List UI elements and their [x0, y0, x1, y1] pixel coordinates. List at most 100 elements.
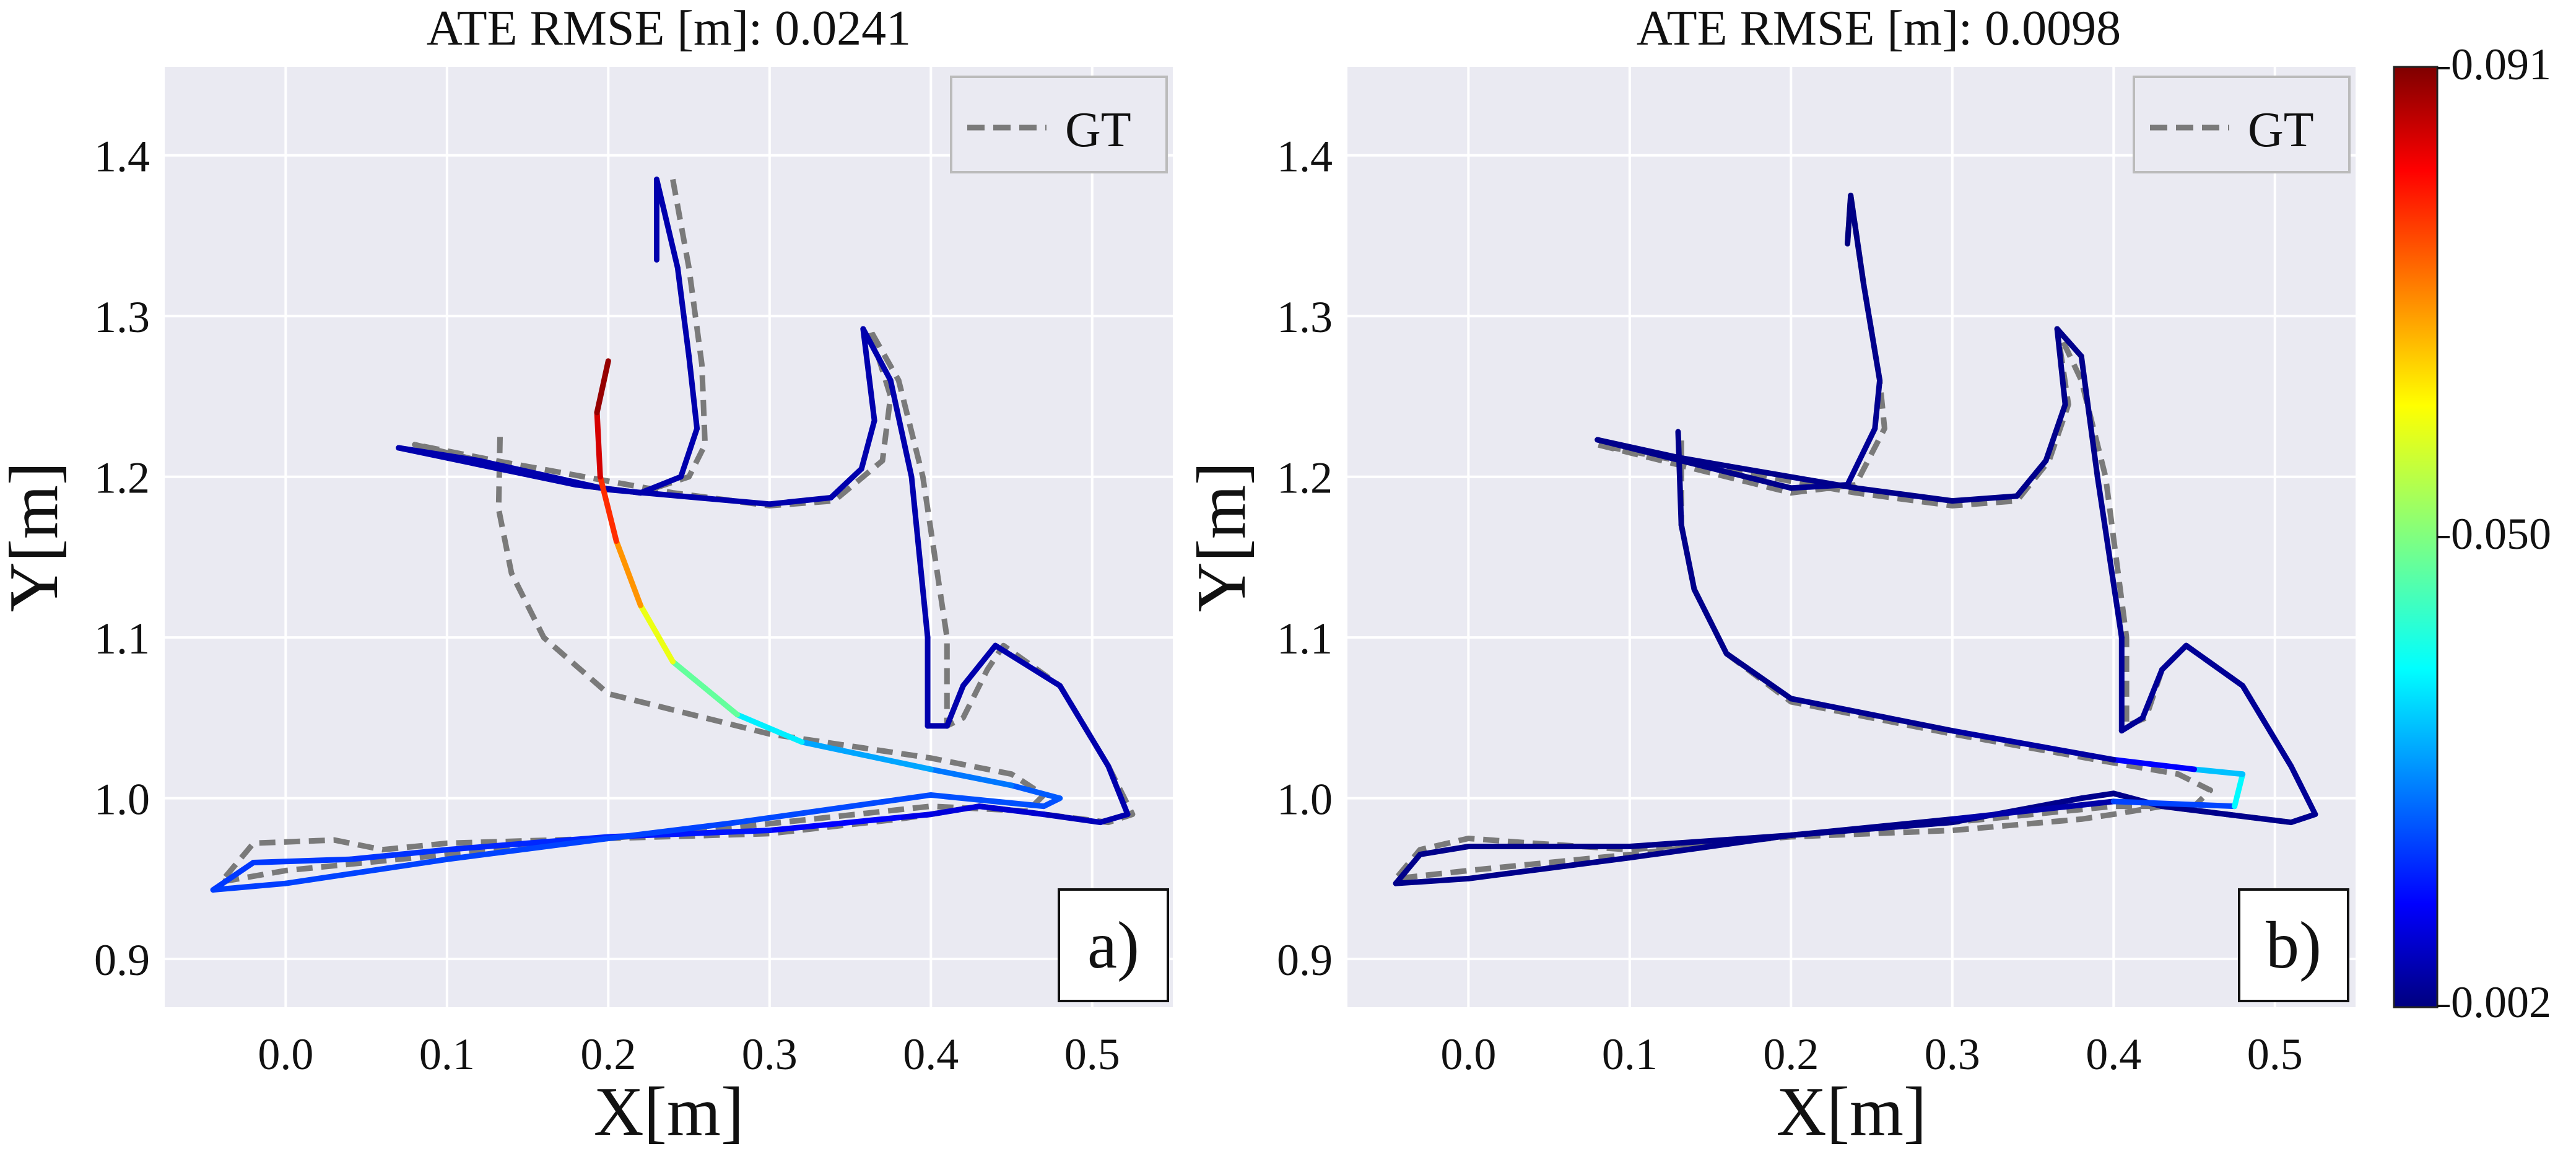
- est-trajectory-segment: [210, 880, 289, 893]
- colorbar-tick-mid: 0.050: [2451, 509, 2551, 559]
- colorbar-tick-top: 0.091: [2451, 40, 2551, 89]
- est-trajectory-segment: [1853, 485, 1956, 504]
- y-axis-label-b: Y[m]: [1183, 462, 1260, 613]
- est-trajectory-segment: [928, 803, 982, 818]
- est-trajectory-segment: [960, 642, 998, 689]
- est-trajectory-segment: [1691, 586, 1730, 657]
- panel-a-title: ATE RMSE [m]: 0.0241: [427, 1, 911, 56]
- est-trajectory-segment: [637, 474, 684, 496]
- est-trajectory-segment: [895, 811, 934, 821]
- y-tick-label: 1.0: [94, 775, 150, 824]
- panel-b: ATE RMSE [m]: 0.0098 0.0 0.1 0.2 0.3 0.4 0.5 …: [1183, 1, 2356, 1150]
- est-trajectory-segment: [976, 803, 1047, 818]
- x-axis-label-b: X[m]: [1777, 1073, 1927, 1150]
- est-trajectory-segment: [1848, 193, 1867, 287]
- est-trajectory-segment: [476, 458, 611, 492]
- y-axis-label-a: Y[m]: [0, 462, 72, 613]
- est-trajectory-segment: [1872, 377, 1883, 432]
- est-trajectory-segment: [2183, 642, 2246, 689]
- est-trajectory-segment: [734, 792, 934, 826]
- x-tick-label: 0.5: [2247, 1029, 2303, 1079]
- est-trajectory-segment: [992, 642, 1063, 689]
- x-tick-label: 0.2: [580, 1029, 636, 1079]
- panel-a: ATE RMSE [m]: 0.0241 0.0 0.1 0.2 0.3 0.4 0.5 …: [0, 1, 1173, 1150]
- est-trajectory-segment: [613, 538, 643, 608]
- legend-gt-label-a: GT: [1065, 103, 1131, 157]
- x-tick-label: 0.5: [1064, 1029, 1120, 1079]
- est-trajectory-segment: [670, 658, 741, 718]
- est-trajectory-segment: [605, 820, 741, 842]
- est-trajectory-segment: [2078, 790, 2117, 802]
- panel-label-box-a: a): [1058, 888, 1169, 1002]
- trajectory-lines-a: [210, 177, 1136, 893]
- est-trajectory-segment: [2159, 803, 2230, 818]
- y-tick-label: 0.9: [94, 935, 150, 985]
- y-tick-label: 1.4: [94, 132, 150, 181]
- y-tick-label: 1.0: [1277, 775, 1333, 824]
- y-tick-label: 1.4: [1277, 132, 1333, 181]
- est-trajectory-segment: [1788, 696, 1956, 734]
- est-trajectory-segment: [860, 326, 894, 383]
- x-tick-label: 0.3: [1925, 1029, 1980, 1079]
- est-trajectory-segment: [1393, 851, 1423, 886]
- est-trajectory-segment: [1105, 763, 1131, 818]
- est-trajectory-segment: [887, 377, 915, 480]
- y-ticks-a: 0.9 1.0 1.1 1.2 1.3 1.4: [94, 132, 150, 985]
- est-trajectory-segment: [1678, 522, 1697, 592]
- est-trajectory-segment: [2078, 353, 2100, 480]
- x-tick-label: 0.1: [1602, 1029, 1658, 1079]
- est-trajectory-segment: [396, 445, 482, 464]
- est-trajectory-segment: [1417, 844, 1471, 857]
- panel-label-box-b: b): [2238, 888, 2349, 1002]
- est-trajectory-segment: [1041, 811, 1103, 826]
- est-trajectory-segment: [860, 326, 877, 424]
- est-trajectory-segment: [767, 815, 902, 834]
- y-tick-label: 1.2: [1277, 453, 1333, 503]
- est-trajectory-segment: [858, 417, 877, 472]
- est-trajectory-segment: [2288, 763, 2318, 818]
- est-trajectory-segment: [347, 847, 450, 862]
- est-trajectory-segment: [1675, 429, 1684, 528]
- plot-area-a: [165, 67, 1173, 1007]
- est-trajectory-segment: [444, 836, 611, 862]
- colorbar-tick-bottom: 0.002: [2451, 977, 2551, 1027]
- x-ticks-b: 0.0 0.1 0.2 0.3 0.4 0.5: [1440, 1029, 2302, 1079]
- legend-a: GT: [950, 76, 1168, 173]
- x-ticks-a: 0.0 0.1 0.2 0.3 0.4 0.5: [258, 1029, 1120, 1079]
- est-trajectory-segment: [2094, 474, 2125, 640]
- est-trajectory-segment: [2139, 667, 2165, 721]
- est-trajectory-segment: [1595, 437, 1681, 461]
- est-trajectory-segment: [2054, 326, 2084, 359]
- y-tick-label: 1.2: [94, 453, 150, 503]
- est-trajectory-segment: [1057, 683, 1112, 769]
- est-trajectory-segment: [2191, 766, 2246, 777]
- est-trajectory-segment: [1465, 855, 1633, 881]
- est-trajectory-segment: [594, 409, 603, 480]
- y-tick-label: 1.1: [1277, 614, 1333, 663]
- est-trajectory-segment: [2043, 401, 2068, 464]
- x-tick-label: 0.0: [258, 1029, 313, 1079]
- est-trajectory-segment: [2232, 771, 2246, 810]
- est-trajectory-segment: [678, 426, 700, 480]
- est-trajectory-segment: [828, 466, 864, 501]
- est-trajectory-segment: [686, 353, 700, 432]
- est-trajectory-segment: [653, 177, 681, 271]
- x-tick-label: 0.2: [1763, 1029, 1819, 1079]
- est-trajectory-segment: [605, 486, 773, 507]
- est-trajectory-segment: [2110, 798, 2238, 810]
- est-trajectory-segment: [2240, 683, 2294, 769]
- x-tick-label: 0.4: [2086, 1029, 2141, 1079]
- x-axis-label-a: X[m]: [594, 1073, 744, 1150]
- est-trajectory-segment: [250, 856, 354, 865]
- y-tick-label: 1.3: [1277, 292, 1333, 342]
- grid-a: [165, 67, 1173, 1007]
- y-tick-label: 1.3: [94, 292, 150, 342]
- est-trajectory-segment: [799, 739, 934, 772]
- y-tick-label: 1.1: [94, 614, 150, 663]
- x-tick-label: 0.0: [1440, 1029, 1496, 1079]
- panel-label-a: a): [1087, 909, 1139, 982]
- panel-b-title: ATE RMSE [m]: 0.0098: [1637, 1, 2121, 56]
- est-trajectory-segment: [637, 602, 676, 665]
- x-tick-label: 0.1: [419, 1029, 475, 1079]
- legend-b: GT: [2133, 76, 2351, 173]
